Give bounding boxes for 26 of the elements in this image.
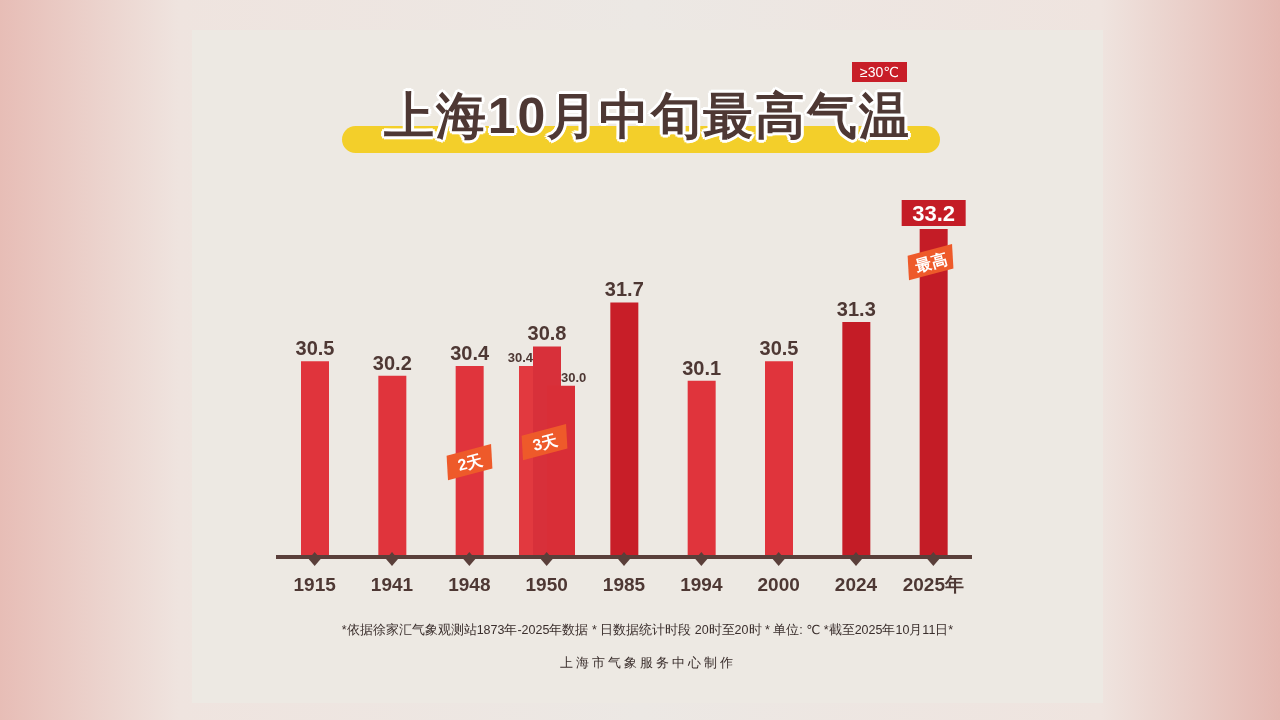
data-label: 33.2 [912, 201, 956, 226]
x-tick-label: 2025年 [902, 574, 964, 595]
text: ≥30℃ [852, 62, 907, 82]
x-tick-label: 1985 [602, 574, 646, 595]
x-tick-label: 2024 [834, 574, 878, 595]
data-label: 30.5 [295, 337, 335, 360]
data-label: 30.5 [759, 337, 799, 360]
data-label: 31.7 [604, 278, 644, 301]
x-tick-label: 2000 [757, 574, 800, 595]
annotation: 2天 [455, 450, 486, 474]
x-tick-label: 1950 [525, 574, 568, 595]
x-tick-label: 1994 [680, 574, 723, 595]
data-label: 30.1 [682, 356, 722, 379]
x-tick-label: 1948 [448, 574, 491, 595]
annotation: 3天 [530, 430, 561, 454]
data-label: 30.4 [507, 350, 534, 366]
data-label: 30.4 [450, 342, 490, 365]
annotation: 最高 [912, 249, 949, 276]
data-label: 31.3 [836, 298, 876, 321]
data-label: 30.8 [527, 322, 567, 345]
text: 上海市气象服务中心制作 [558, 655, 737, 672]
x-tick-label: 1915 [293, 574, 337, 595]
data-label: 30.2 [372, 351, 412, 374]
data-label: 30.0 [561, 369, 587, 385]
x-tick-label: 1941 [370, 574, 414, 595]
text: *依据徐家汇气象观测站1873年-2025年数据 * 日数据统计时段 20时至20时 * 单位: ℃ *截至2025年10月11日* [340, 622, 955, 639]
